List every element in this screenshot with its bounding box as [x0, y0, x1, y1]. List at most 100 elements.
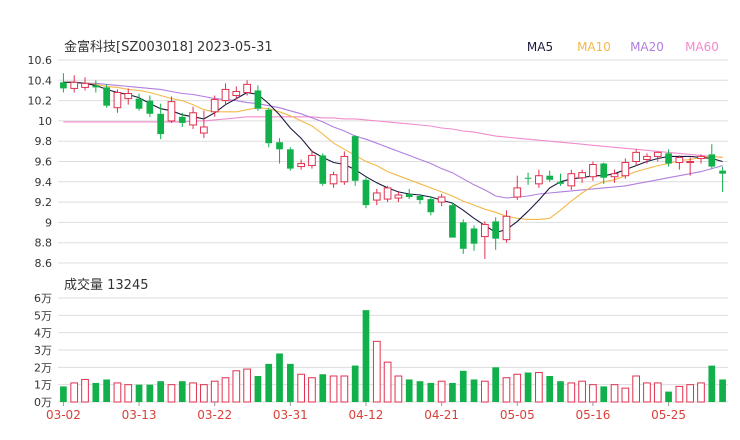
volume-bar [546, 376, 554, 402]
candle [589, 161, 597, 181]
candle [686, 157, 695, 176]
legend-ma60: MA60 [685, 40, 719, 54]
candle [708, 144, 716, 169]
candle [459, 219, 467, 254]
candle [557, 173, 564, 186]
volume-bar [610, 384, 619, 403]
candle [146, 95, 154, 117]
candle [546, 170, 554, 182]
candle [610, 169, 619, 183]
volume-bar [567, 382, 576, 403]
candle [265, 107, 273, 148]
volume-bar [167, 384, 176, 403]
candle [243, 80, 251, 96]
volume-axis: 6万 5万 4万 3万 2万 1万 0万 [34, 292, 52, 409]
candle [286, 147, 294, 171]
volume-bar [200, 384, 208, 403]
candle [621, 158, 630, 179]
price-tick-label: 9.4 [35, 176, 53, 189]
volume-bar [449, 382, 456, 402]
candle [675, 155, 684, 170]
candle [405, 188, 413, 200]
volume-bar [362, 310, 370, 402]
volume-bar [92, 382, 100, 402]
date-tick-label: 04-12 [349, 408, 384, 422]
candle [103, 84, 110, 108]
volume-bar [221, 377, 230, 403]
candle [502, 210, 511, 243]
candles [60, 73, 726, 259]
volume-bar [459, 370, 467, 402]
legend-ma10: MA10 [577, 40, 611, 54]
volume-bars [60, 310, 726, 403]
volume-label: 成交量 13245 [64, 277, 149, 293]
candle [383, 185, 392, 203]
volume-bar [60, 386, 67, 402]
volume-bar [254, 376, 262, 402]
candle [81, 77, 89, 91]
volume-bar [178, 381, 186, 402]
volume-bar [286, 363, 294, 402]
volume-bar [103, 379, 110, 402]
volume-bar [81, 378, 89, 403]
price-tick-label: 9.6 [35, 156, 53, 169]
volume-bar [319, 374, 327, 402]
date-axis: 03-02 03-13 03-22 03-31 04-12 04-21 05-05 05-16… [46, 402, 686, 422]
volume-bar [276, 353, 283, 402]
candle [665, 149, 672, 167]
price-grid [58, 59, 728, 264]
candle [513, 175, 522, 201]
candle [449, 203, 456, 238]
candle [470, 225, 478, 251]
candle [362, 177, 370, 209]
volume-bar [146, 384, 154, 402]
ma5-line [63, 81, 723, 234]
volume-bar [232, 370, 241, 403]
volume-bar [124, 384, 133, 403]
candle [124, 88, 133, 105]
price-axis: 10.6 10.4 10.2 10 9.8 9.6 9.4 9.2 9 8.8 8.6 [28, 54, 53, 270]
volume-bar [643, 382, 651, 403]
volume-bar [308, 377, 316, 403]
price-tick-label: 8.6 [35, 257, 53, 270]
candle [524, 172, 532, 185]
volume-bar [383, 361, 392, 403]
candle [416, 193, 424, 205]
volume-bar [437, 380, 446, 403]
volume-bar [70, 382, 79, 403]
volume-bar [329, 375, 338, 403]
volume-bar [243, 368, 251, 403]
volume-bar [189, 382, 197, 403]
candle [329, 171, 338, 188]
volume-bar [210, 380, 219, 403]
candle [535, 169, 543, 188]
volume-tick-label: 0万 [34, 396, 52, 409]
date-tick-label: 05-16 [575, 408, 610, 422]
candle [254, 85, 262, 111]
volume-bar [524, 372, 532, 402]
candle [189, 106, 197, 130]
candle [157, 103, 165, 140]
price-tick-label: 10.2 [28, 95, 53, 108]
volume-bar [492, 367, 500, 402]
date-tick-label: 03-31 [273, 408, 308, 422]
candle [200, 110, 208, 139]
candle [481, 221, 489, 259]
candle [427, 196, 435, 216]
price-tick-label: 10 [38, 115, 52, 128]
ma10-line [63, 81, 723, 220]
candle [567, 169, 576, 190]
date-tick-label: 05-05 [500, 408, 535, 422]
candle [600, 162, 608, 184]
volume-bar [297, 373, 305, 403]
candle [351, 135, 359, 186]
volume-tick-label: 4万 [34, 327, 52, 340]
candle [113, 89, 122, 113]
volume-bar [621, 387, 630, 403]
candle [492, 217, 500, 250]
volume-bar [427, 382, 435, 402]
candle [578, 169, 586, 183]
candle [437, 193, 446, 207]
candle [394, 191, 403, 203]
